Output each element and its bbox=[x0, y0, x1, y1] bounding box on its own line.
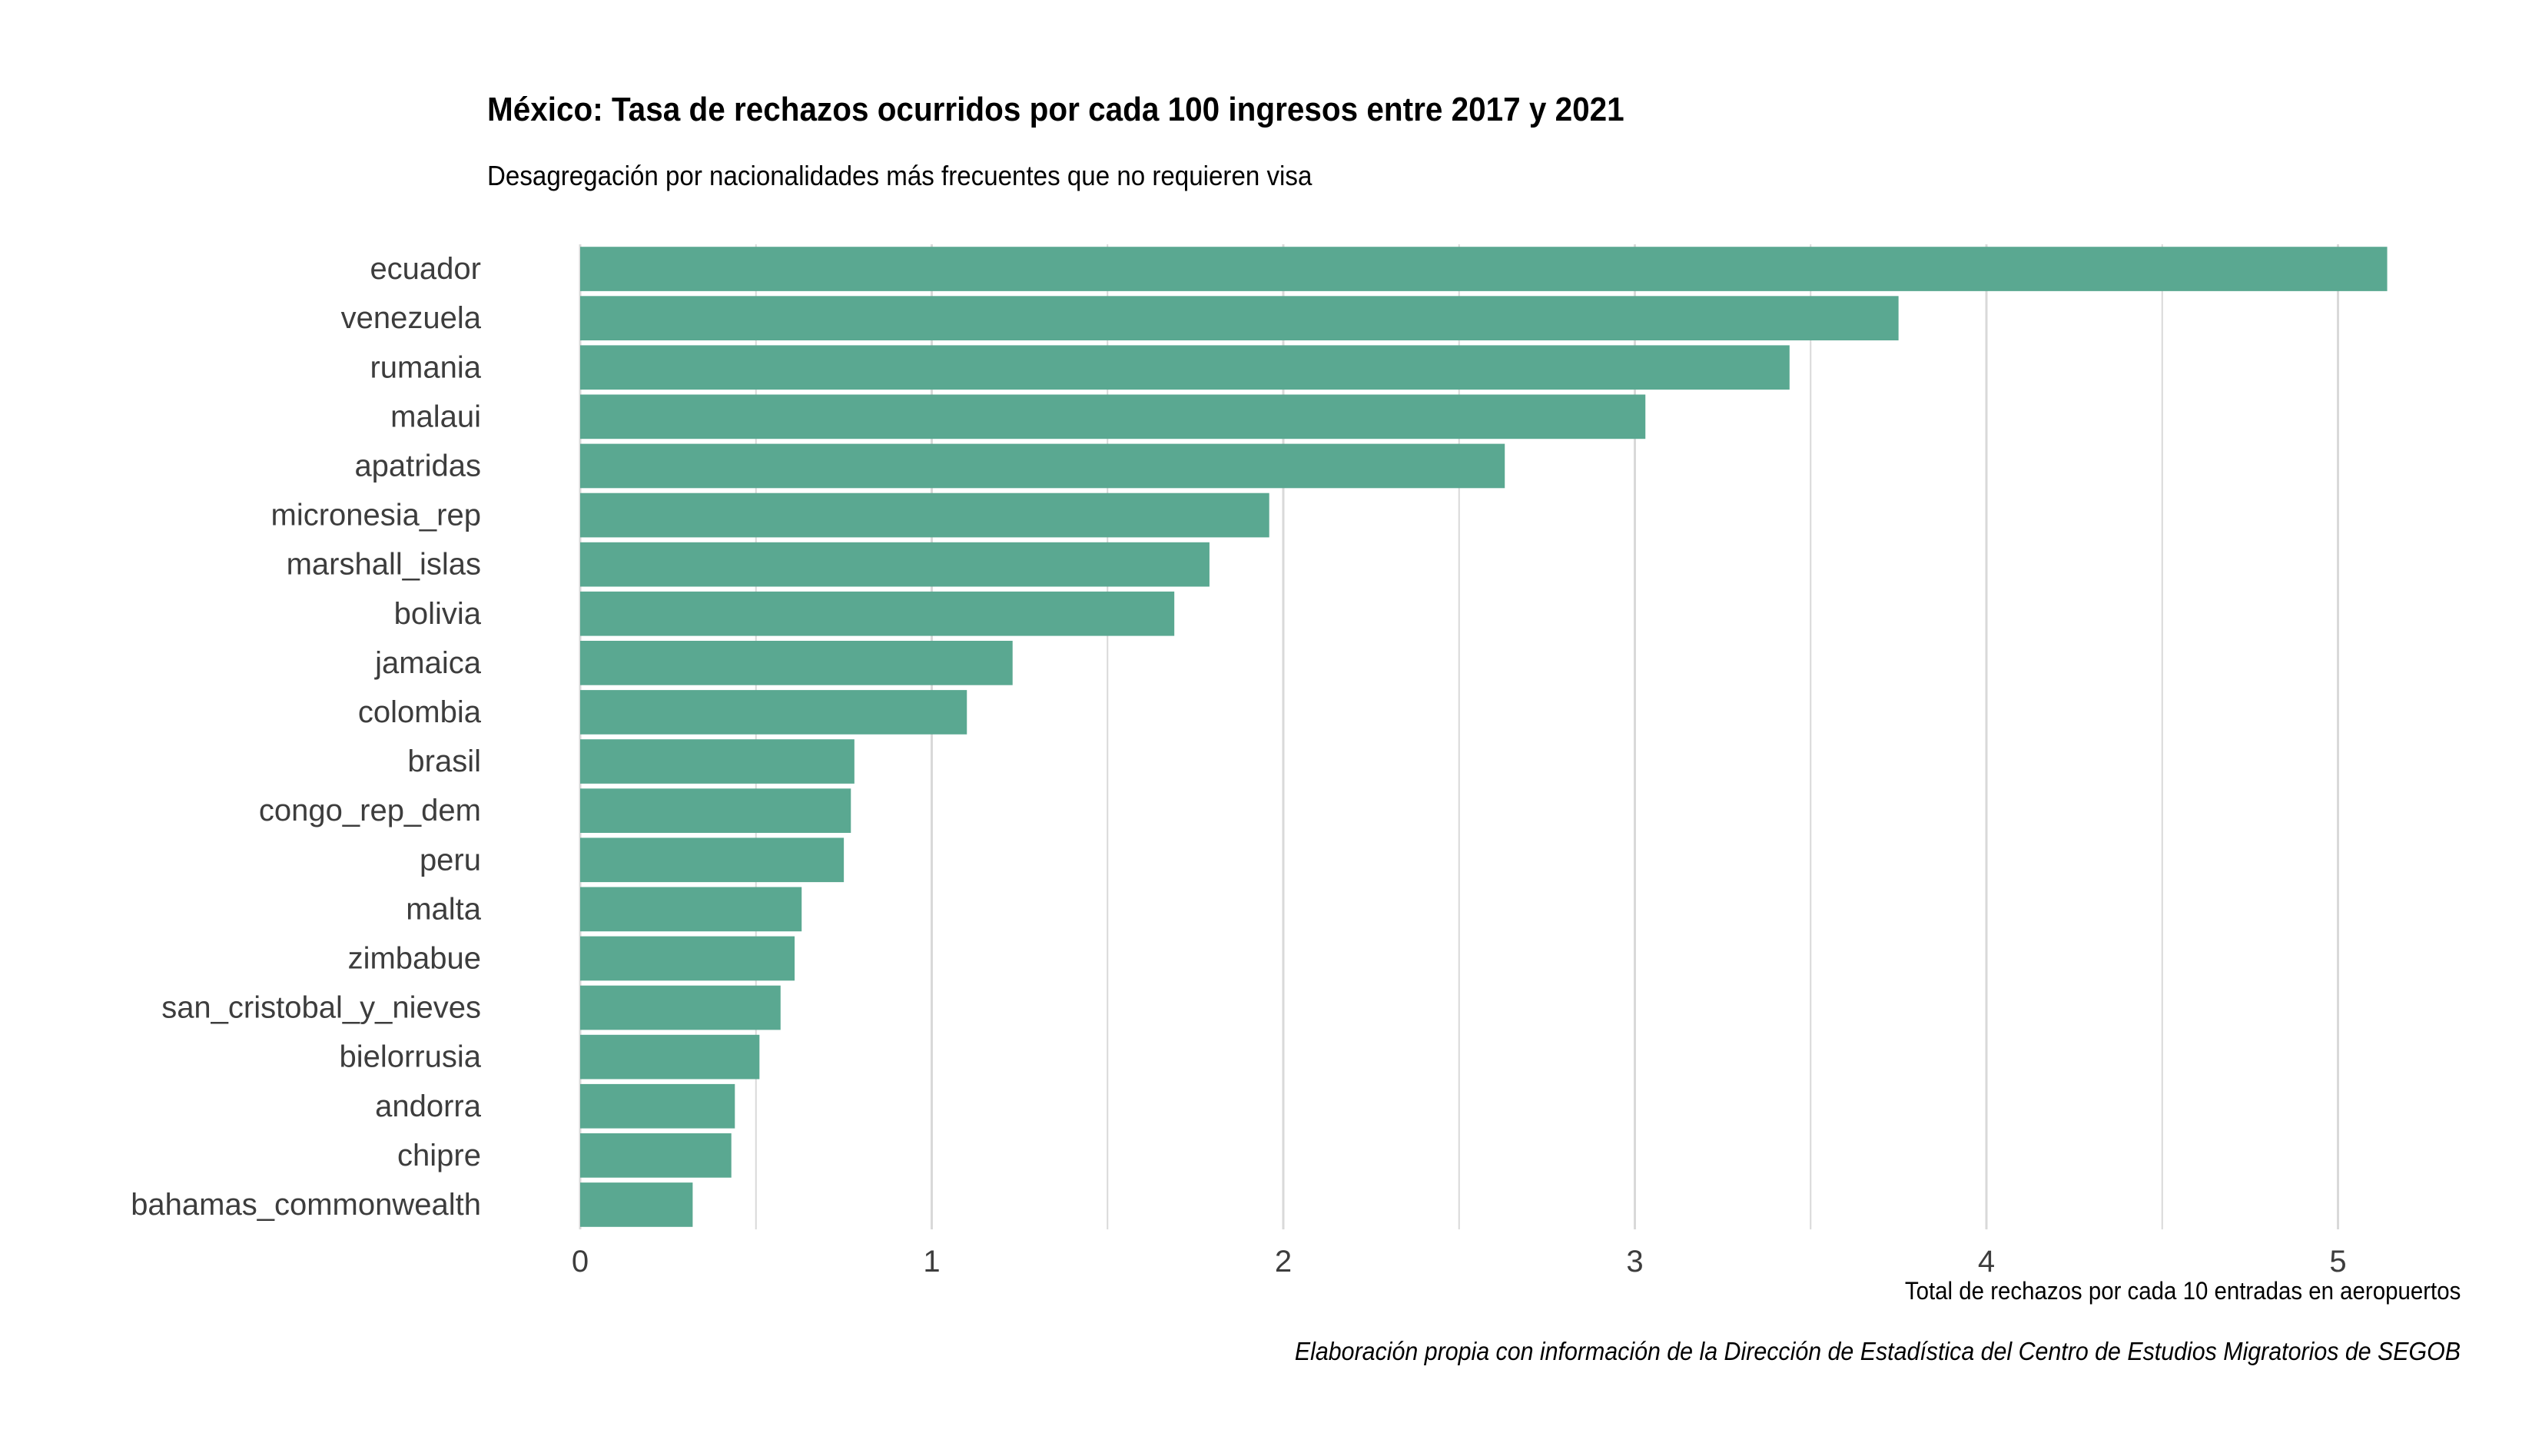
category-label: chipre bbox=[397, 1139, 481, 1172]
x-tick-label: 5 bbox=[2329, 1245, 2346, 1279]
gridlines bbox=[579, 244, 2339, 1229]
category-label: andorra bbox=[375, 1090, 482, 1123]
bar-jamaica bbox=[580, 641, 1013, 685]
bar-congo_rep_dem bbox=[580, 788, 851, 833]
bar-micronesia_rep bbox=[580, 493, 1269, 538]
category-label: bahamas_commonwealth bbox=[131, 1188, 481, 1222]
category-label: bolivia bbox=[394, 597, 482, 631]
bar-ecuador bbox=[580, 247, 2388, 291]
bar-venezuela bbox=[580, 296, 1899, 340]
x-tick-label: 0 bbox=[572, 1245, 589, 1279]
category-label: brasil bbox=[407, 745, 481, 778]
category-label: jamaica bbox=[374, 646, 482, 680]
bar-bolivia bbox=[580, 591, 1175, 636]
category-label: apatridas bbox=[354, 449, 481, 483]
bars bbox=[580, 247, 2388, 1227]
chart-title: México: Tasa de rechazos ocurridos por c… bbox=[487, 91, 1624, 128]
category-label: zimbabue bbox=[348, 941, 481, 975]
category-label: rumania bbox=[370, 350, 481, 384]
x-axis-label: Total de rechazos por cada 10 entradas e… bbox=[1904, 1277, 2461, 1305]
category-label: bielorrusia bbox=[339, 1040, 481, 1074]
bar-zimbabue bbox=[580, 936, 795, 981]
category-label: malaui bbox=[390, 400, 481, 433]
category-label: ecuador bbox=[370, 252, 481, 286]
bar-marshall_islas bbox=[580, 542, 1210, 587]
bar-rumania bbox=[580, 345, 1790, 390]
bar-chipre bbox=[580, 1133, 732, 1178]
bar-malaui bbox=[580, 394, 1646, 439]
category-label: marshall_islas bbox=[287, 548, 481, 582]
chart-caption: Elaboración propia con información de la… bbox=[1294, 1337, 2461, 1365]
bar-bielorrusia bbox=[580, 1034, 760, 1080]
bar-andorra bbox=[580, 1083, 735, 1129]
category-label: colombia bbox=[358, 695, 482, 729]
x-tick-labels: 0 1 2 3 4 5 bbox=[572, 1245, 2347, 1279]
category-label: malta bbox=[406, 892, 482, 926]
bar-apatridas bbox=[580, 443, 1505, 489]
x-tick-label: 3 bbox=[1626, 1245, 1643, 1279]
category-label: congo_rep_dem bbox=[259, 794, 481, 827]
chart-subtitle: Desagregación por nacionalidades más fre… bbox=[487, 160, 1312, 191]
x-tick-label: 4 bbox=[1978, 1245, 1995, 1279]
bar-bahamas_commonwealth bbox=[580, 1182, 693, 1227]
bar-peru bbox=[580, 837, 845, 883]
category-label: venezuela bbox=[341, 301, 482, 335]
bar-malta bbox=[580, 887, 802, 932]
category-label: san_cristobal_y_nieves bbox=[161, 991, 481, 1025]
x-tick-label: 1 bbox=[923, 1245, 940, 1279]
category-labels: ecuador venezuela rumania malaui apatridas mi… bbox=[131, 252, 482, 1222]
category-label: micronesia_rep bbox=[271, 499, 481, 532]
bar-brasil bbox=[580, 739, 855, 784]
category-label: peru bbox=[420, 843, 481, 877]
bar-colombia bbox=[580, 690, 967, 735]
bar-san_cristobal_y_nieves bbox=[580, 985, 781, 1030]
x-tick-label: 2 bbox=[1275, 1245, 1292, 1279]
